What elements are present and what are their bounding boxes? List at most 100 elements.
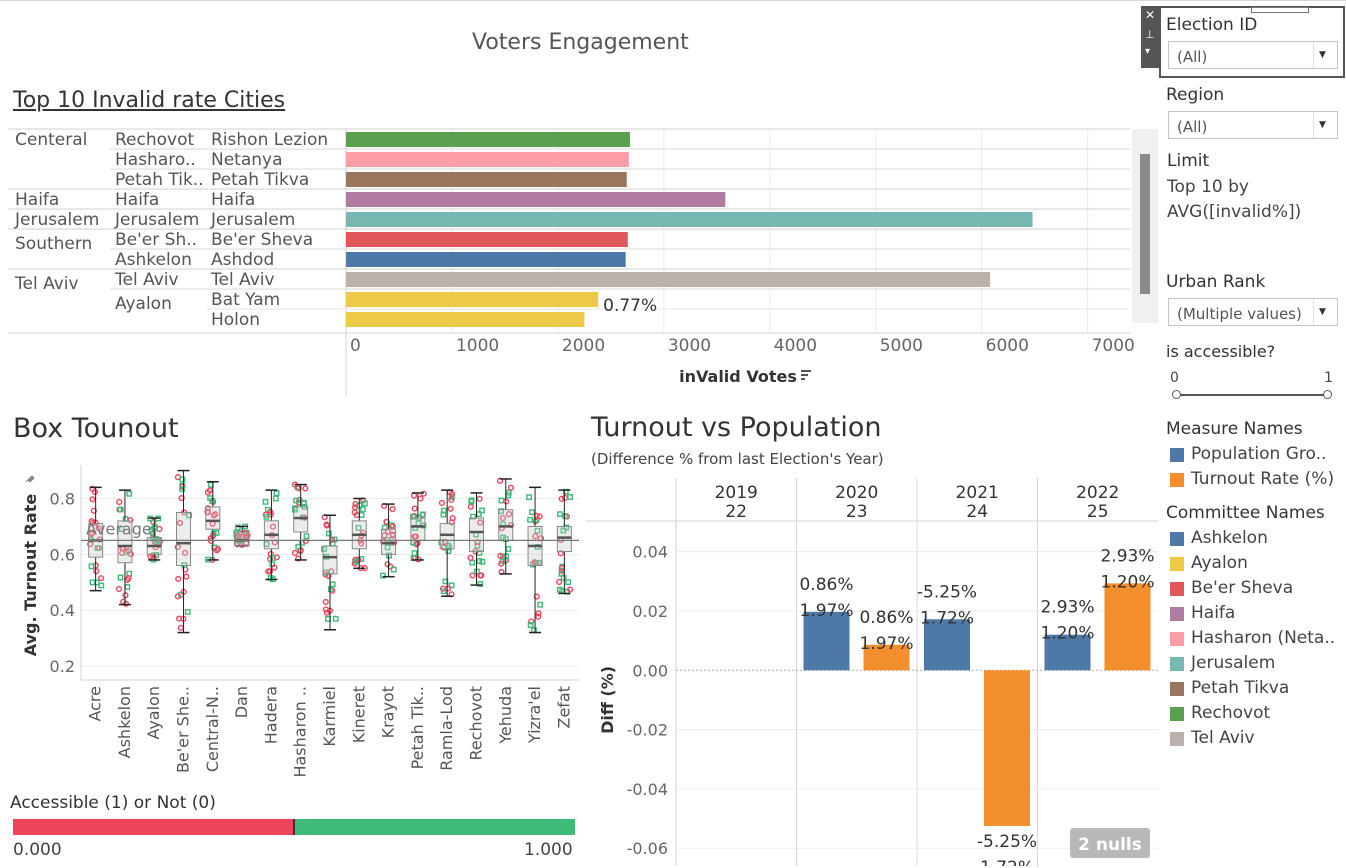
data-point[interactable]	[560, 574, 567, 581]
box[interactable]	[322, 545, 338, 575]
data-point[interactable]	[529, 509, 535, 516]
data-point[interactable]	[272, 495, 279, 502]
data-point[interactable]	[505, 511, 513, 518]
data-point[interactable]	[125, 575, 132, 582]
data-point[interactable]	[389, 532, 396, 539]
box[interactable]	[205, 506, 221, 530]
slider-handle-min[interactable]	[1172, 390, 1181, 399]
data-point[interactable]	[477, 581, 484, 587]
data-point[interactable]	[410, 539, 417, 546]
box[interactable]	[381, 528, 397, 555]
data-point[interactable]	[126, 570, 133, 577]
bar[interactable]	[346, 292, 599, 307]
data-point[interactable]	[329, 581, 336, 588]
data-point[interactable]	[303, 533, 310, 540]
box[interactable]	[234, 531, 250, 547]
data-point[interactable]	[273, 490, 280, 497]
data-point[interactable]	[235, 533, 242, 540]
data-point[interactable]	[497, 552, 504, 559]
pin-icon[interactable]	[25, 475, 35, 483]
data-point[interactable]	[533, 593, 540, 600]
data-point[interactable]	[174, 543, 181, 551]
data-point[interactable]	[448, 494, 455, 500]
data-point[interactable]	[533, 512, 540, 520]
bar[interactable]	[346, 152, 629, 167]
bar[interactable]	[346, 192, 726, 207]
data-point[interactable]	[388, 522, 395, 529]
data-point[interactable]	[447, 505, 454, 512]
data-point[interactable]	[90, 507, 97, 514]
data-point[interactable]	[411, 505, 418, 512]
data-point[interactable]	[122, 600, 130, 607]
data-point[interactable]	[442, 539, 449, 546]
data-point[interactable]	[448, 496, 455, 503]
scrollbar-thumb[interactable]	[1140, 154, 1150, 294]
data-point[interactable]	[479, 558, 486, 565]
data-point[interactable]	[527, 622, 534, 628]
data-point[interactable]	[526, 494, 532, 501]
data-point[interactable]	[557, 511, 563, 518]
data-point[interactable]	[271, 564, 278, 571]
pin-icon[interactable]: ⊥	[1145, 28, 1155, 41]
data-point[interactable]	[241, 529, 249, 536]
data-point[interactable]	[267, 508, 274, 515]
data-point[interactable]	[536, 513, 543, 520]
data-point[interactable]	[474, 539, 481, 546]
top10-chart[interactable]: Centeral Rechovot Rishon Lezion Hasharo.. Ne…	[0, 120, 1160, 400]
data-point[interactable]	[156, 525, 163, 533]
data-point[interactable]	[468, 498, 475, 505]
data-point[interactable]	[263, 513, 270, 520]
data-point[interactable]	[565, 579, 572, 586]
data-point[interactable]	[93, 568, 100, 575]
data-point[interactable]	[567, 494, 573, 500]
data-point[interactable]	[98, 582, 105, 589]
data-point[interactable]	[358, 540, 365, 547]
data-point[interactable]	[332, 615, 339, 622]
data-point[interactable]	[384, 561, 391, 568]
data-point[interactable]	[292, 505, 299, 512]
data-point[interactable]	[507, 484, 515, 491]
data-point[interactable]	[358, 512, 365, 518]
data-point[interactable]	[478, 572, 485, 579]
bar[interactable]	[346, 252, 626, 267]
data-point[interactable]	[321, 546, 327, 552]
data-point[interactable]	[527, 516, 533, 523]
data-point[interactable]	[535, 610, 542, 617]
box[interactable]	[176, 511, 192, 567]
data-point[interactable]	[269, 523, 277, 530]
data-point[interactable]	[438, 499, 446, 507]
data-point[interactable]	[499, 514, 507, 522]
bar[interactable]	[863, 644, 910, 671]
data-point[interactable]	[124, 584, 131, 590]
data-point[interactable]	[556, 578, 563, 586]
data-point[interactable]	[325, 530, 332, 537]
data-point[interactable]	[352, 500, 359, 508]
data-point[interactable]	[534, 527, 541, 534]
box[interactable]	[498, 509, 514, 541]
data-point[interactable]	[469, 559, 476, 566]
bar[interactable]	[346, 212, 1033, 227]
data-point[interactable]	[89, 496, 96, 503]
data-point[interactable]	[567, 586, 574, 593]
data-point[interactable]	[273, 554, 280, 561]
box[interactable]	[556, 525, 572, 553]
data-point[interactable]	[476, 558, 483, 564]
data-point[interactable]	[210, 512, 217, 519]
bar[interactable]	[346, 272, 991, 287]
urban-rank-dropdown[interactable]: (Multiple values) ▼	[1168, 298, 1338, 326]
sort-icon[interactable]	[801, 370, 811, 380]
data-point[interactable]	[390, 566, 397, 573]
data-point[interactable]	[476, 495, 483, 502]
box-chart[interactable]: 0.2 0.4 0.6 0.8 Avg. Turnout Rate Acre Ashkelo…	[0, 455, 586, 785]
data-point[interactable]	[389, 505, 396, 513]
data-point[interactable]	[186, 512, 193, 519]
data-point[interactable]	[95, 525, 102, 532]
data-point[interactable]	[177, 624, 184, 631]
data-point[interactable]	[156, 538, 164, 545]
box[interactable]	[293, 506, 309, 533]
data-point[interactable]	[448, 519, 455, 526]
data-point[interactable]	[322, 598, 329, 606]
box[interactable]	[439, 523, 455, 550]
data-point[interactable]	[293, 497, 299, 504]
